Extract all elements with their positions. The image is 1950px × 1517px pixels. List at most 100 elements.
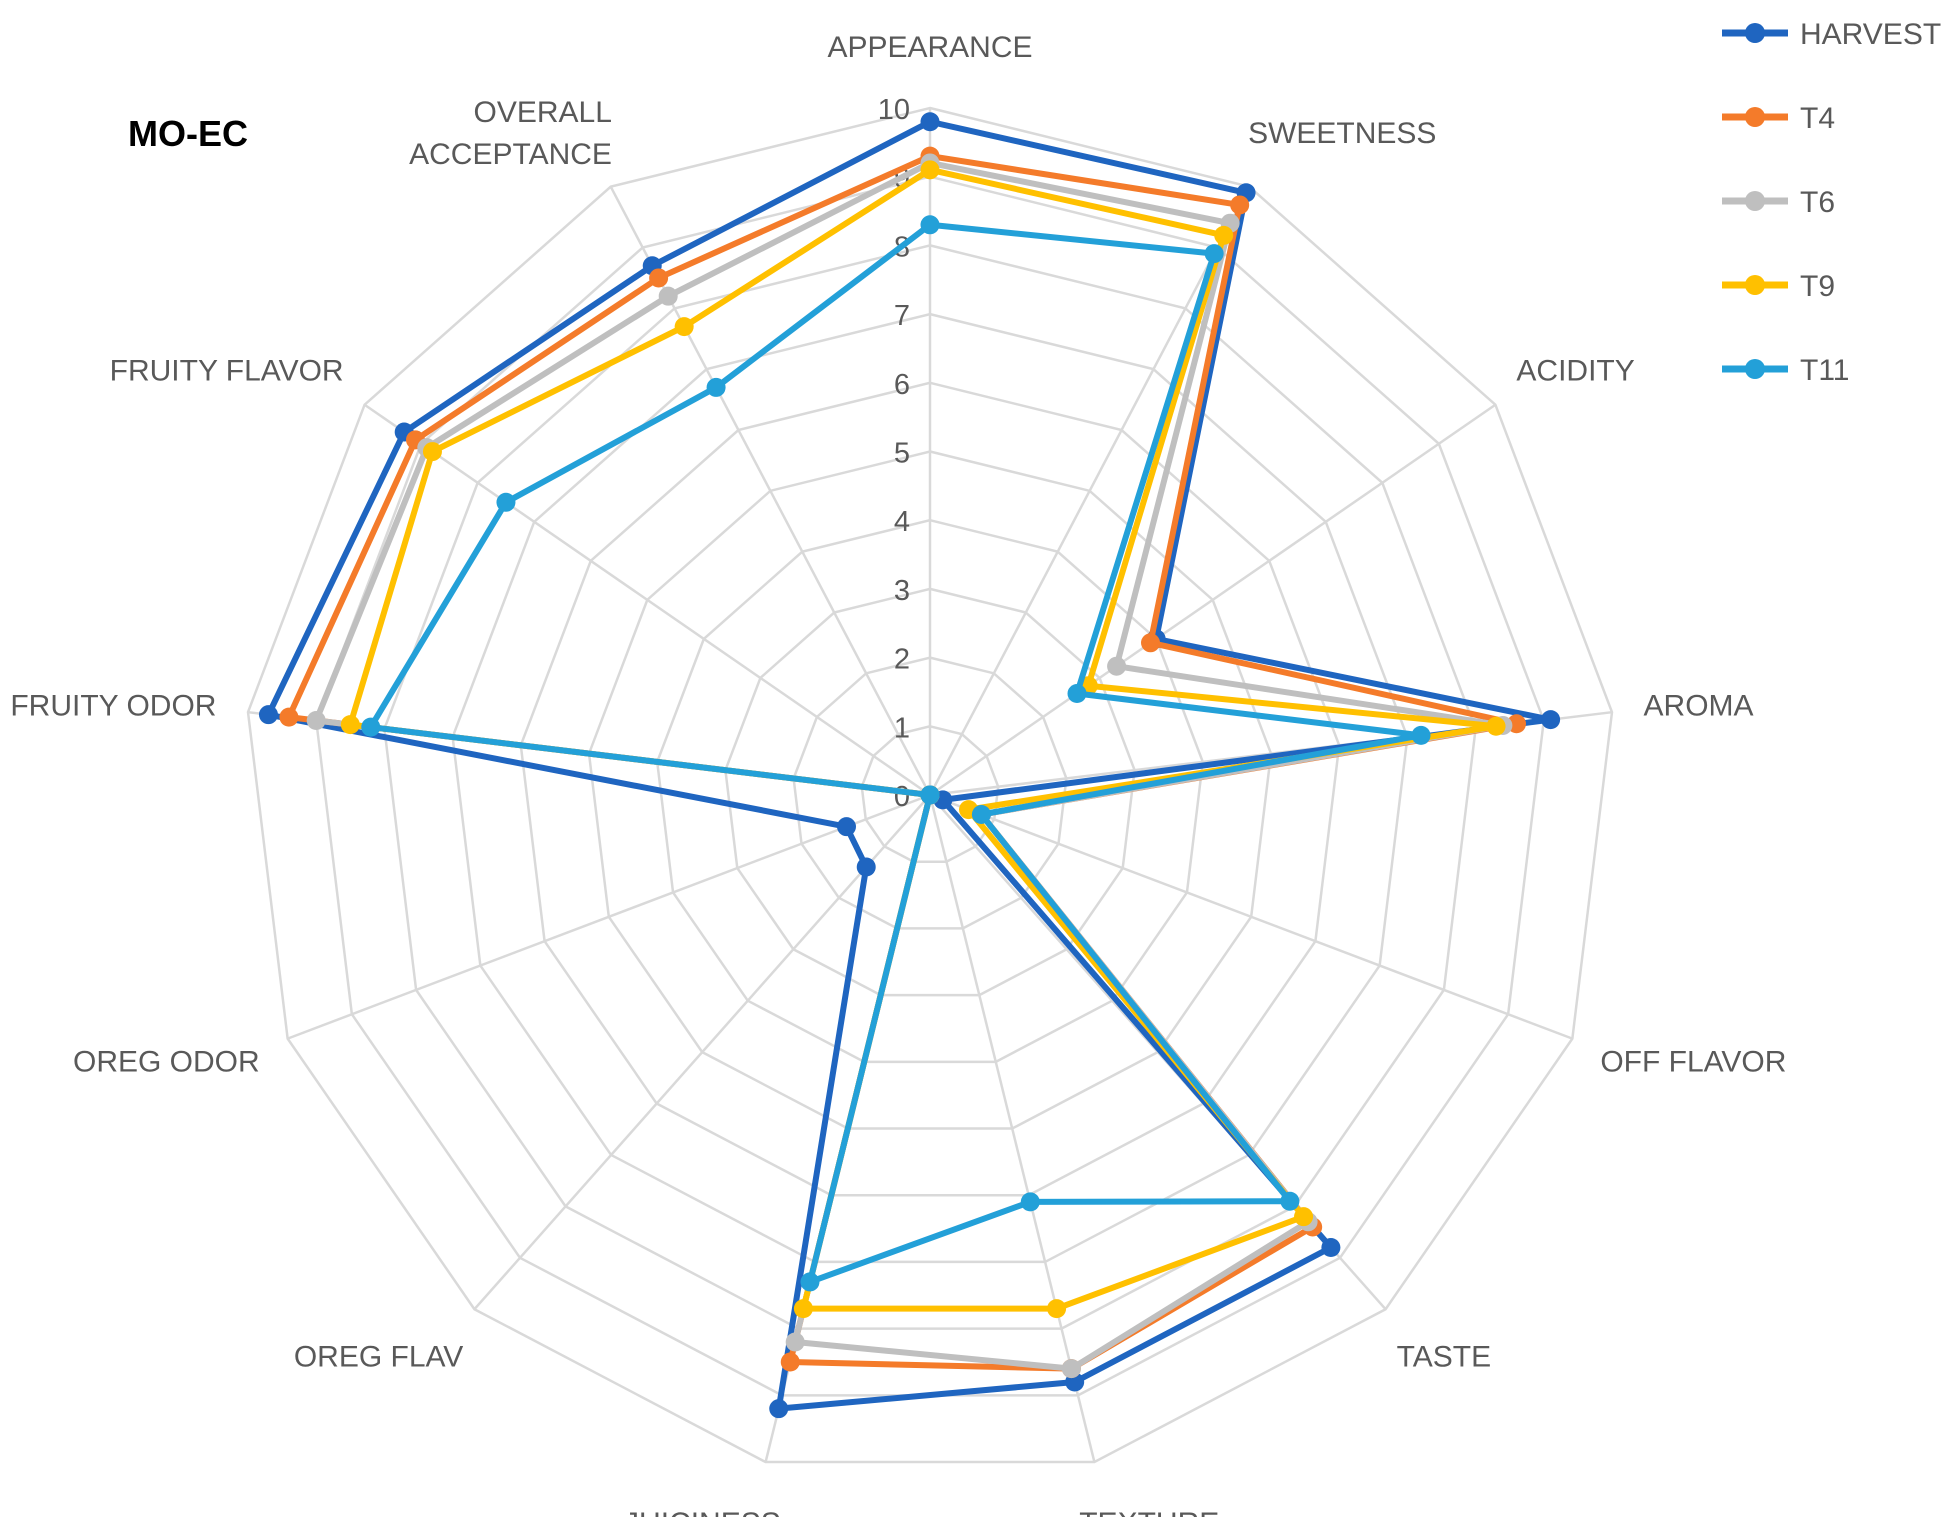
category-label: FRUITY ODOR [10,690,216,723]
series-t11 [361,215,1431,1292]
data-point [674,317,694,337]
spoke [287,793,931,1040]
data-point [780,1352,800,1372]
grid-ring-2 [792,656,1068,930]
data-point [1486,716,1506,736]
legend-item-t11: T11 [1722,354,1849,387]
data-point [1141,633,1161,653]
grid-ring-10 [246,106,1614,1464]
legend-marker [1745,359,1765,379]
data-point [1061,1359,1081,1379]
grid-ring-8 [383,244,1477,1330]
series-harvest [258,112,1561,1419]
series-line [265,118,1554,1412]
legend: HARVEST T4 T6 T9 T11 [1722,18,1941,387]
data-point [971,804,991,824]
legend-item-t4: T4 [1722,102,1835,135]
spoke [363,403,931,797]
legend-marker [1745,191,1765,211]
tick-label: 3 [894,575,910,607]
data-point [1067,684,1087,704]
grid-ring-5 [587,450,1273,1130]
data-point [361,717,381,737]
data-point [856,857,876,877]
data-point [279,707,299,727]
spoke [928,186,1251,796]
series-t9 [340,160,1506,1319]
category-label: APPEARANCE [827,31,1032,64]
category-label: ACIDITY [1516,355,1634,388]
data-point [658,286,678,306]
chart-title: MO-EC [128,113,248,154]
category-label: SWEETNESS [1248,117,1436,150]
spoke [929,403,1497,797]
grid-ring-6 [519,381,1341,1197]
legend-label: T9 [1800,270,1835,303]
tick-label: 0 [894,781,910,813]
category-label: OREG ODOR [73,1046,260,1079]
data-point [1280,1191,1300,1211]
data-point [306,710,326,730]
data-point [1321,1238,1341,1258]
legend-item-harvest: HARVEST [1722,18,1941,51]
legend-marker [1745,23,1765,43]
tick-label: 7 [894,300,910,332]
data-point [836,817,856,837]
spoke [473,794,931,1311]
data-point [422,442,442,462]
data-point [1294,1207,1314,1227]
data-point [769,1399,789,1419]
legend-label: T11 [1800,354,1849,387]
data-point [920,112,940,132]
tick-label: 4 [894,506,910,538]
series-line [285,153,1520,1372]
grid-ring-4 [655,518,1205,1064]
legend-label: T6 [1800,186,1835,219]
category-labels: APPEARANCE SWEETNESS ACIDITY AROMA OFF FLAVO… [10,31,1786,1517]
legend-label: T4 [1800,102,1835,135]
legend-marker [1745,107,1765,127]
data-point [706,377,726,397]
data-point [1541,710,1561,730]
data-point [800,1272,820,1292]
legend-label: HARVEST [1800,18,1941,51]
data-point [920,160,940,180]
category-label: OFF FLAVOR [1600,1046,1786,1079]
grid-ring-1 [860,725,1000,863]
category-label: FRUITY FLAVOR [110,355,344,388]
data-point [1230,195,1250,215]
data-point [920,785,940,805]
legend-marker [1745,275,1765,295]
data-point [1107,656,1127,676]
spoke [929,793,1573,1040]
category-label: TEXTURE [1079,1507,1219,1517]
tick-label: 2 [894,644,910,676]
data-point [496,492,516,512]
category-label: OREG FLAV [294,1341,463,1374]
data-point [340,715,360,735]
tick-label: 1 [894,712,910,744]
grid-ring-7 [451,312,1409,1264]
tick-label: 6 [894,369,910,401]
spoke [928,794,1096,1463]
tick-label: 5 [894,438,910,470]
grid-ring-3 [724,587,1136,997]
category-label: AROMA [1644,690,1754,723]
data-point [785,1332,805,1352]
data-point [1204,244,1224,264]
legend-item-t6: T6 [1722,186,1835,219]
data-point [1214,225,1234,245]
data-point [649,268,669,288]
data-point [258,705,278,725]
chart-spokes [247,108,1613,1463]
legend-item-t9: T9 [1722,270,1835,303]
category-label: OVERALL ACCEPTANCE [409,96,612,171]
tick-label: 10 [878,94,910,126]
data-point [793,1299,813,1319]
data-point [1020,1192,1040,1212]
category-label: JUICINESS [624,1507,781,1517]
data-series [258,112,1561,1419]
data-point [920,215,940,235]
